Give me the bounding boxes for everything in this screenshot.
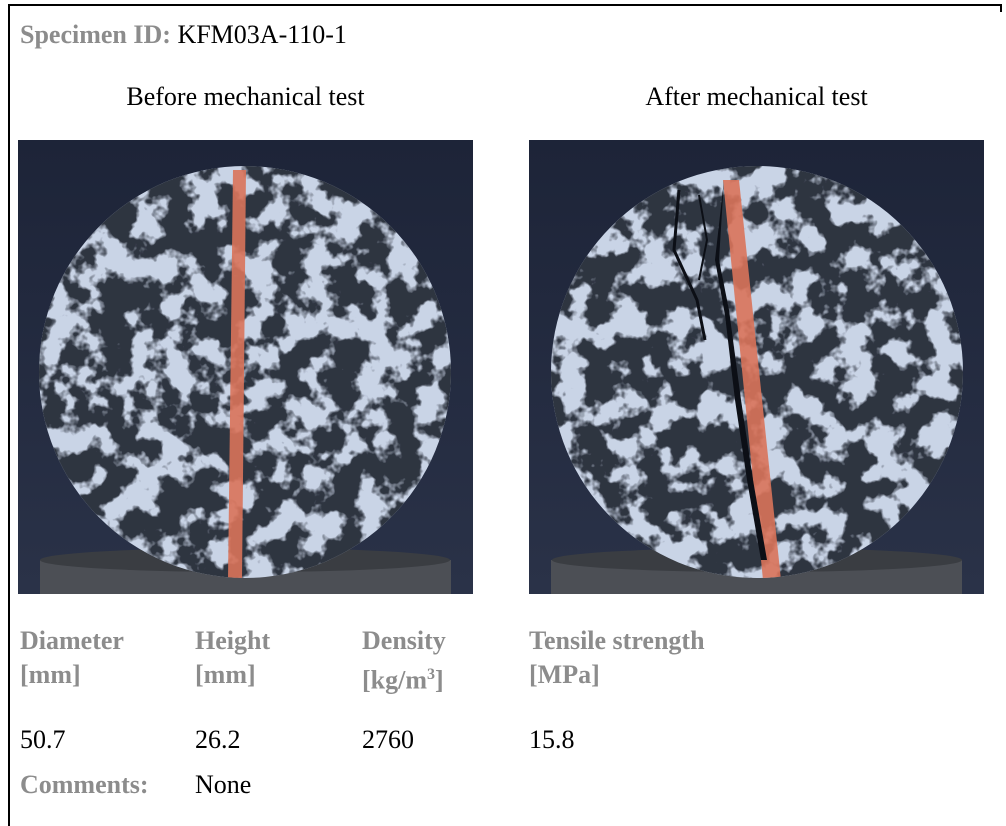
border	[8, 4, 1002, 6]
photo-before	[18, 140, 473, 594]
comments-text: None	[195, 770, 252, 799]
photo-after	[529, 140, 984, 594]
column-header: Diameter [mm]	[20, 626, 124, 689]
column-header: Density [kg/m3]	[362, 626, 446, 695]
value-cell: 15.8	[529, 725, 575, 754]
specimen-line: Specimen ID: KFM03A-110-1	[20, 20, 347, 50]
value-cell: 50.7	[20, 725, 66, 754]
photo-caption: After mechanical test	[645, 82, 868, 111]
comments-label: Comments:	[20, 770, 149, 799]
specimen-label: Specimen ID:	[20, 20, 171, 49]
photo-caption: Before mechanical test	[126, 82, 365, 111]
specimen-id: KFM03A-110-1	[177, 20, 347, 49]
column-header: Height [mm]	[195, 626, 271, 689]
border	[8, 4, 10, 826]
value-cell: 26.2	[195, 725, 241, 754]
border	[1000, 4, 1002, 12]
column-header: Tensile strength [MPa]	[529, 626, 705, 689]
value-cell: 2760	[362, 725, 414, 754]
